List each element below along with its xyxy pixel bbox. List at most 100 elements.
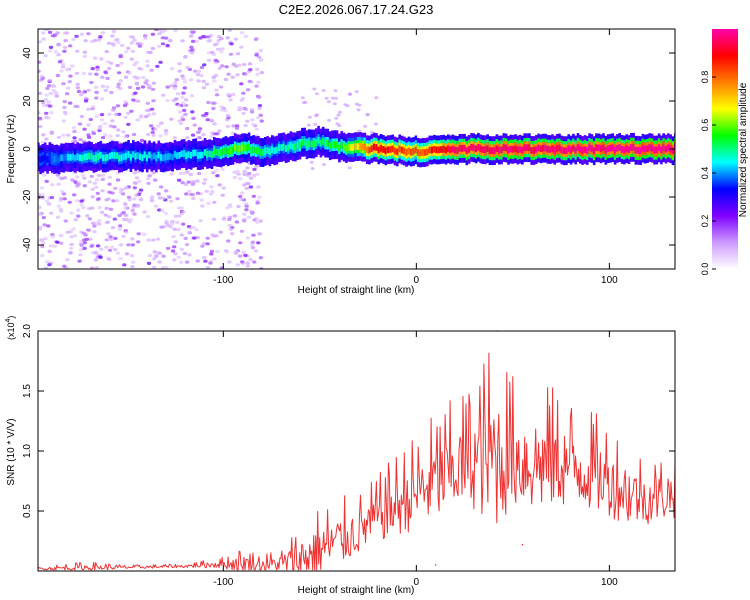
colorbar-tick-label: 0.4 (700, 167, 710, 180)
spectrogram-noise-cell (256, 80, 261, 84)
spectrogram-ridge-cell (310, 140, 313, 148)
spectrogram-noise-cell (113, 186, 118, 190)
spectrogram-noise-cell (190, 110, 195, 114)
spectrogram-noise-cell (87, 217, 93, 221)
spectrogram-ridge-cell (426, 148, 429, 156)
spectrogram-noise-cell (172, 86, 177, 90)
spectrogram-noise-cell (103, 71, 109, 75)
spectrogram-ridge-cell (412, 148, 415, 155)
spectrogram-noise-cell (130, 265, 135, 269)
spectrogram-noise-cell (124, 50, 129, 54)
spectrogram-noise-cell (220, 47, 225, 51)
spectrogram-noise-cell (79, 203, 84, 207)
spectrogram-noise-cell (116, 40, 121, 45)
spectrogram-noise-cell (43, 237, 48, 241)
spectrogram-noise-cell (79, 114, 85, 119)
spectrogram-ridge-cell (609, 144, 612, 152)
spectrogram-noise-cell (216, 38, 221, 43)
spectrogram-noise-cell (56, 204, 62, 208)
spectrogram-noise-cell (49, 131, 54, 135)
spectrogram-noise-cell (42, 173, 47, 177)
spectrogram-noise-cell (210, 101, 216, 105)
spectrogram-noise-cell (49, 111, 54, 115)
spectrogram-ridge-cell (101, 154, 105, 162)
spectrogram-noise-cell (142, 232, 147, 236)
spectrogram-noise-cell (41, 241, 46, 245)
spectrogram-ridge-cell (465, 147, 469, 155)
spectrogram-noise-cell (75, 82, 80, 86)
spectrogram-noise-cell (46, 84, 52, 88)
spectrogram-ridge-cell (467, 146, 471, 153)
spectrogram-ridge-cell (308, 140, 311, 147)
spectrogram-noise-cell (239, 229, 245, 233)
spectrogram-noise-cell (43, 54, 48, 58)
spectrogram-noise-cell (149, 107, 155, 111)
spectrogram-noise-cell (202, 63, 207, 67)
spectrogram-ridge-cell (53, 156, 56, 163)
spectrogram-noise-cell (55, 215, 61, 219)
spectrogram-ridge-cell (199, 152, 202, 159)
spectrogram-noise-cell (95, 68, 101, 72)
spectrogram-noise-cell (38, 227, 42, 231)
spectrogram-ridge-cell (345, 145, 348, 152)
spectrogram-noise-cell (229, 42, 234, 46)
spectrogram-noise-cell (321, 89, 326, 92)
spectrogram-noise-cell (156, 44, 162, 48)
spectrogram-noise-cell (326, 100, 331, 104)
spectrogram-noise-cell (314, 114, 318, 118)
spectrogram-ridge-cell (650, 144, 654, 152)
spectrogram-noise-cell (254, 84, 259, 88)
spectrogram-ridge-cell (370, 145, 374, 152)
spectrogram-ridge-cell (231, 146, 235, 154)
spectrogram-noise-cell (58, 241, 64, 245)
spectrogram-noise-cell (92, 56, 98, 60)
spectrogram-ridge-cell (361, 143, 364, 151)
spectrogram-noise-cell (86, 133, 91, 137)
spectrogram-noise-cell (225, 113, 231, 117)
spectrogram-ridge-cell (662, 144, 665, 151)
spectrogram-ridge-cell (576, 144, 580, 151)
spectrogram-ridge-cell (55, 155, 59, 163)
spectrogram-noise-cell (164, 189, 169, 193)
spectrogram-noise-cell (235, 73, 240, 77)
spectrogram-noise-cell (188, 226, 193, 230)
spectrogram-noise-cell (159, 121, 164, 125)
spectrogram-noise-cell (61, 119, 66, 123)
spectrogram-noise-cell (136, 232, 141, 236)
spectrogram-ridge-cell (359, 143, 362, 150)
spectrogram-noise-cell (300, 96, 305, 100)
spectrogram-ridge-cell (162, 154, 165, 162)
spectrogram-noise-cell (189, 78, 194, 82)
spectrogram-noise-cell (62, 197, 67, 201)
spectrogram-ridge-cell (194, 149, 198, 157)
spectrogram-noise-cell (204, 189, 209, 193)
spectrogram-noise-cell (190, 182, 195, 186)
spectrogram-ridge-cell (342, 143, 346, 151)
spectrogram-noise-cell (357, 129, 362, 133)
spectrogram-ridge-cell (122, 153, 126, 160)
spectrogram-noise-cell (251, 233, 256, 237)
spectrogram-noise-cell (89, 80, 94, 85)
spectrogram-noise-cell (322, 163, 326, 167)
spectrogram-ridge-cell (206, 151, 209, 158)
spectrogram-noise-cell (99, 113, 105, 117)
spectrogram-noise-cell (137, 44, 142, 48)
spectrogram-noise-cell (115, 178, 121, 182)
spectrogram-noise-cell (40, 193, 45, 197)
spectrogram-noise-cell (61, 192, 67, 196)
spectrogram-noise-cell (191, 196, 196, 200)
spectrogram-noise-cell (199, 65, 205, 70)
spectrogram-noise-cell (160, 209, 165, 213)
spectrogram-noise-cell (195, 259, 200, 263)
spectrogram-noise-cell (256, 116, 261, 120)
spectrogram-noise-cell (199, 198, 204, 202)
spectrogram-noise-cell (107, 248, 113, 252)
spectrogram-noise-cell (116, 85, 121, 89)
snr-x-label: Height of straight line (km) (298, 585, 415, 596)
spectrogram-ridge-cell (597, 144, 601, 152)
spectrogram-noise-cell (228, 204, 233, 208)
spectrogram-noise-cell (83, 96, 88, 100)
spectrogram-ridge-cell (129, 154, 133, 161)
spectrogram-noise-cell (138, 198, 143, 202)
spectrogram-ridge-cell (60, 154, 63, 162)
